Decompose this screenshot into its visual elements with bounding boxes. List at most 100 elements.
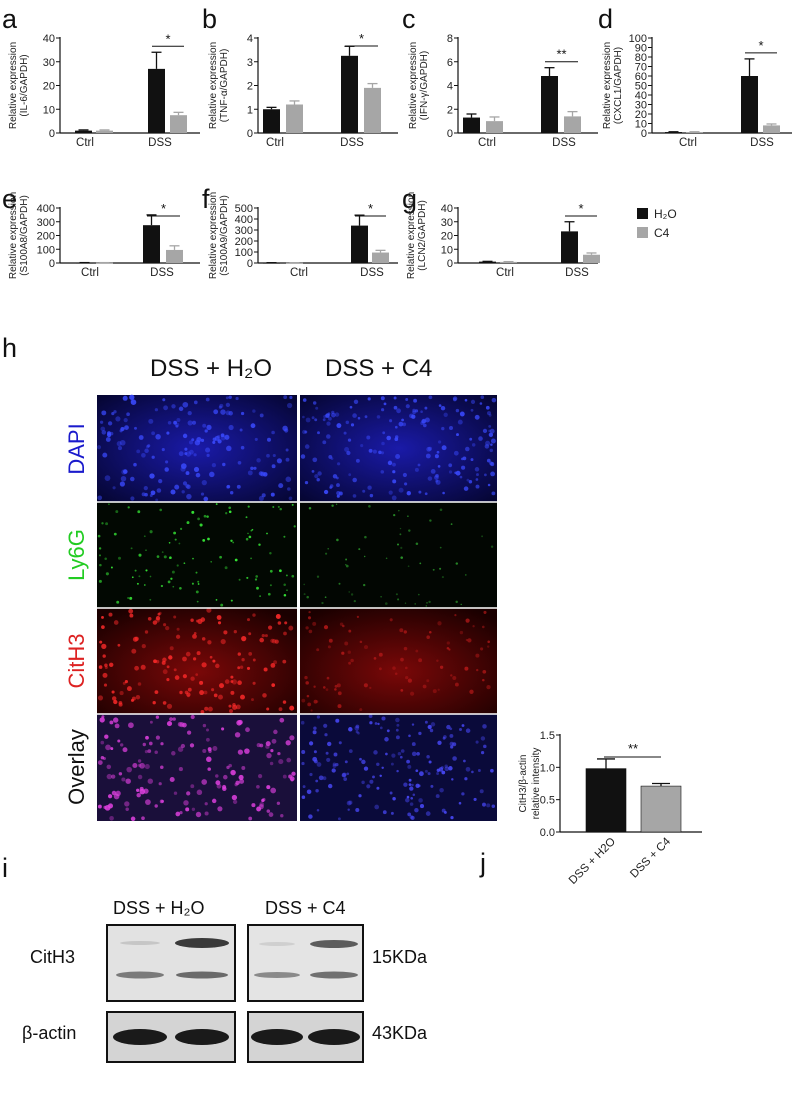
speckle xyxy=(166,431,170,435)
band xyxy=(310,940,358,948)
band xyxy=(259,942,295,946)
chart-b: b 0 1 2 3 4 Relative expression (TNF-α/GAPDH) Ct… xyxy=(202,4,398,149)
speckle xyxy=(302,398,307,402)
speckle xyxy=(220,409,226,415)
speckle xyxy=(277,505,280,508)
speckle xyxy=(464,777,468,781)
speckle xyxy=(271,738,277,744)
speckle xyxy=(285,448,289,452)
speckle xyxy=(164,467,169,472)
speckle xyxy=(173,531,177,535)
speckle xyxy=(259,743,264,748)
category-label: Ctrl xyxy=(76,137,94,149)
speckle xyxy=(342,772,347,777)
speckle xyxy=(267,625,273,630)
speckle xyxy=(394,435,399,439)
speckle xyxy=(99,420,104,424)
speckle xyxy=(120,426,125,432)
speckle xyxy=(250,466,254,471)
speckle xyxy=(448,425,454,431)
speckle xyxy=(139,762,145,769)
bar xyxy=(463,117,480,133)
speckle xyxy=(439,508,443,512)
speckle xyxy=(212,659,216,663)
speckle xyxy=(405,675,409,680)
speckle xyxy=(369,779,374,784)
speckle xyxy=(241,635,247,642)
speckle xyxy=(326,421,331,426)
speckle xyxy=(123,418,128,423)
speckle xyxy=(107,431,111,436)
speckle xyxy=(134,426,137,430)
speckle xyxy=(289,776,295,782)
speckle xyxy=(120,475,127,482)
bar xyxy=(96,130,113,133)
speckle xyxy=(355,458,360,463)
significance-marker: * xyxy=(161,201,166,216)
y-axis-label: Relative expression xyxy=(406,192,417,279)
speckle xyxy=(119,691,124,696)
speckle xyxy=(237,652,241,656)
speckle xyxy=(419,562,422,565)
speckle xyxy=(277,751,281,756)
speckle xyxy=(110,566,113,569)
speckle xyxy=(225,396,229,400)
bar xyxy=(286,262,303,264)
speckle xyxy=(192,633,197,639)
y-tick-label: 20 xyxy=(635,109,647,121)
speckle xyxy=(279,717,285,723)
speckle xyxy=(113,620,119,625)
speckle xyxy=(325,751,329,755)
speckle xyxy=(127,597,129,599)
speckle xyxy=(271,464,276,469)
speckle xyxy=(392,479,397,484)
speckle xyxy=(151,431,156,436)
y-axis-label: relative intensity xyxy=(531,748,542,820)
speckle xyxy=(248,535,252,539)
speckle xyxy=(104,663,108,668)
speckle xyxy=(336,483,340,488)
speckle xyxy=(155,715,160,719)
speckle xyxy=(119,481,125,487)
speckle xyxy=(273,660,278,665)
speckle xyxy=(426,446,432,452)
speckle xyxy=(228,411,233,416)
speckle xyxy=(269,552,272,555)
speckle xyxy=(474,414,480,420)
speckle xyxy=(450,674,453,677)
speckle xyxy=(438,404,442,407)
speckle xyxy=(347,438,352,442)
category-label: Ctrl xyxy=(290,267,308,279)
speckle xyxy=(169,646,174,651)
speckle xyxy=(273,729,278,735)
speckle xyxy=(130,547,133,550)
speckle xyxy=(202,723,207,728)
speckle xyxy=(167,421,172,425)
speckle xyxy=(307,616,312,620)
speckle xyxy=(324,733,328,737)
speckle xyxy=(346,800,352,806)
bar xyxy=(263,262,280,264)
speckle xyxy=(453,450,459,456)
speckle xyxy=(129,394,135,400)
speckle xyxy=(465,728,471,733)
speckle xyxy=(179,722,185,728)
speckle xyxy=(391,753,396,758)
speckle xyxy=(237,666,241,670)
speckle xyxy=(125,778,131,784)
speckle xyxy=(407,515,409,517)
y-tick-label: 100 xyxy=(235,247,253,259)
speckle xyxy=(136,449,141,454)
speckle xyxy=(400,657,404,662)
speckle xyxy=(143,584,146,586)
speckle xyxy=(382,431,386,435)
speckle xyxy=(193,400,198,405)
speckle xyxy=(405,404,410,409)
bar xyxy=(263,109,280,133)
speckle xyxy=(279,507,282,511)
speckle xyxy=(455,562,459,565)
speckle xyxy=(122,395,128,401)
speckle xyxy=(410,691,415,696)
speckle xyxy=(476,668,479,672)
